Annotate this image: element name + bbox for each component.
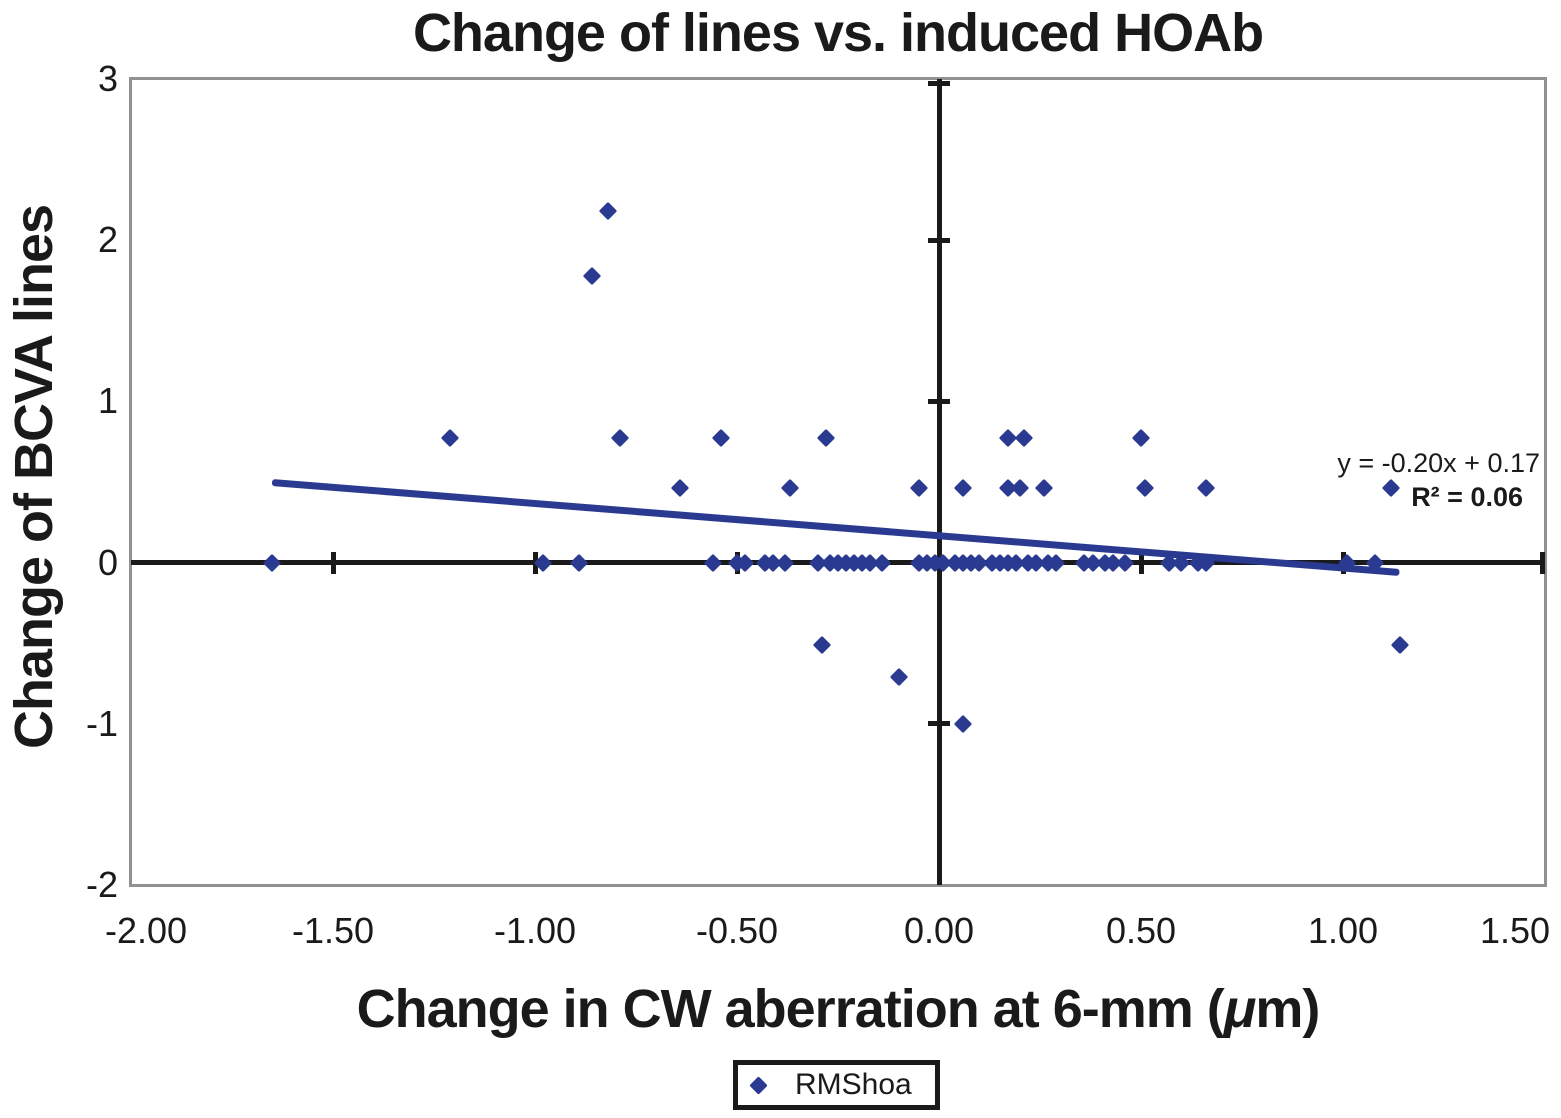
y-tick-label: 0 xyxy=(97,541,118,583)
x-tick-label: 0.00 xyxy=(903,910,975,951)
y-axis-tick-mark xyxy=(928,721,950,727)
y-tick-label: 2 xyxy=(97,219,118,261)
legend: RMShoa xyxy=(733,1060,940,1110)
trendline-r-squared: R² = 0.06 xyxy=(1411,482,1523,512)
y-tick-label: -1 xyxy=(85,702,118,744)
legend-diamond-icon xyxy=(749,1075,768,1095)
x-tick-label: -1.50 xyxy=(291,910,375,951)
x-axis-title-unit-suffix: m) xyxy=(1255,979,1320,1039)
x-tick-label: -0.50 xyxy=(695,910,779,951)
x-axis-tick-mark xyxy=(330,551,336,574)
y-tick-label: 3 xyxy=(97,58,118,99)
y-tick-label: -2 xyxy=(85,864,118,905)
x-axis-title-text: Change in CW aberration at 6-mm ( xyxy=(356,979,1225,1039)
x-axis-title: Change in CW aberration at 6-mm (μm) xyxy=(131,978,1545,1040)
trendline-equation: y = -0.20x + 0.17 xyxy=(1337,448,1540,478)
x-tick-label: -1.00 xyxy=(493,910,577,951)
y-tick-label: 1 xyxy=(97,380,118,422)
y-axis-tick-mark xyxy=(928,237,950,243)
y-axis-line xyxy=(936,79,942,885)
plot-area xyxy=(129,77,1547,887)
y-axis-tick-mark xyxy=(928,80,950,86)
x-axis-tick-mark xyxy=(1539,551,1545,574)
legend-series-label: RMShoa xyxy=(795,1068,912,1101)
y-axis-tick-mark xyxy=(928,398,950,404)
chart-title: Change of lines vs. induced HOAb xyxy=(412,3,1264,63)
x-tick-label: -2.00 xyxy=(104,910,188,951)
x-tick-label: 1.00 xyxy=(1307,910,1379,951)
y-axis-title: Change of BCVA lines xyxy=(4,204,64,750)
x-axis-tick-mark xyxy=(1138,551,1144,574)
x-tick-label: 0.50 xyxy=(1105,910,1177,951)
x-tick-label: 1.50 xyxy=(1479,910,1551,951)
mu-symbol: μ xyxy=(1223,979,1257,1039)
